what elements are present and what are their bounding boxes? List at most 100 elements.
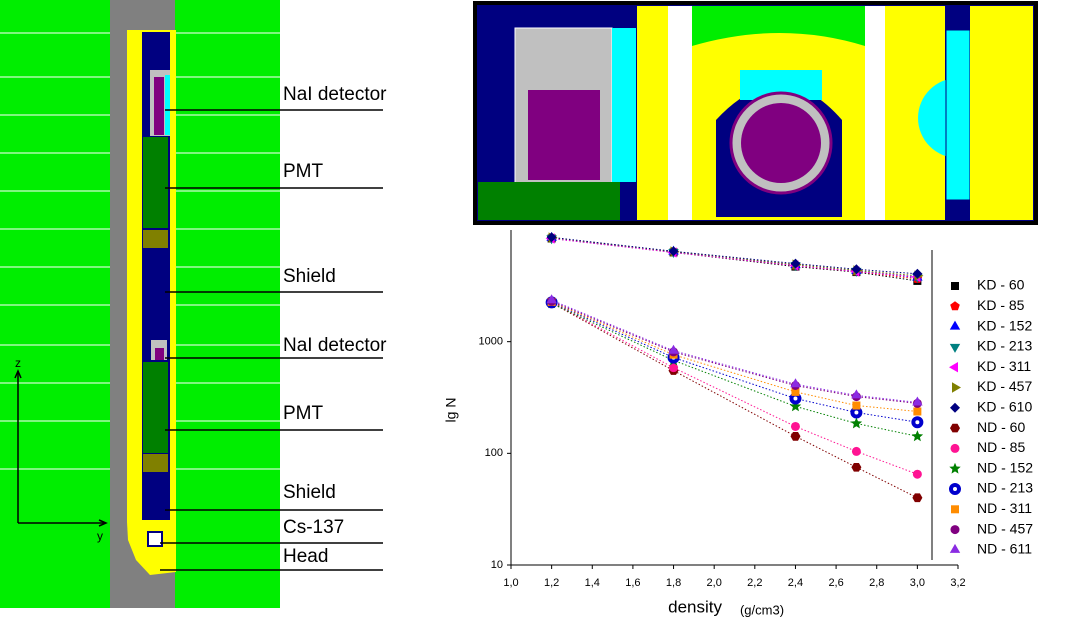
marker	[950, 301, 960, 311]
marker	[546, 232, 557, 243]
y-axis-title: lg N	[443, 398, 459, 423]
series-line	[551, 238, 918, 282]
source	[147, 531, 163, 547]
marker	[790, 421, 800, 431]
marker	[851, 446, 861, 456]
marker	[546, 294, 557, 304]
marker	[668, 246, 679, 257]
part-label: Shield	[283, 482, 336, 503]
legend-label: ND - 457	[977, 520, 1033, 536]
marker	[850, 417, 863, 429]
x-tick-label: 2,2	[747, 577, 762, 589]
marker	[949, 543, 961, 553]
marker	[911, 430, 924, 442]
electronics	[143, 230, 168, 248]
marker	[911, 416, 924, 429]
marker	[950, 443, 960, 453]
marker	[912, 469, 922, 479]
legend-label: KD - 610	[977, 399, 1032, 415]
electronics	[143, 454, 168, 472]
marker	[790, 258, 801, 269]
legend-label: ND - 60	[977, 419, 1025, 435]
y-tick-label: 10	[491, 559, 503, 571]
detector-gap	[165, 75, 170, 135]
xs-pmt	[478, 182, 620, 220]
marker	[913, 407, 922, 416]
part-label: NaI detector	[283, 84, 387, 105]
legend-label: KD - 85	[977, 297, 1025, 313]
series-line	[551, 301, 918, 412]
part-label: PMT	[283, 403, 324, 424]
xs-wall	[865, 6, 885, 220]
legend-label: KD - 311	[977, 358, 1031, 374]
marker	[952, 382, 961, 393]
marker	[851, 463, 862, 472]
series-line	[551, 300, 918, 404]
x-tick-label: 3,2	[950, 577, 965, 589]
x-tick-label: 1,6	[625, 577, 640, 589]
marker	[950, 423, 960, 433]
legend-label: ND - 213	[977, 480, 1033, 496]
legend-label: KD - 152	[977, 317, 1032, 333]
part-label: Head	[283, 546, 328, 567]
x-tick-label: 1,8	[666, 577, 681, 589]
legend-label: ND - 85	[977, 439, 1025, 455]
part-label: Shield	[283, 266, 336, 287]
marker	[949, 320, 961, 330]
marker	[949, 362, 958, 373]
series-line	[551, 301, 918, 423]
x-tick-label: 2,4	[788, 577, 803, 589]
x-tick-label: 2,6	[828, 577, 843, 589]
axis-label: z	[15, 356, 21, 370]
xs-mud	[970, 6, 1033, 220]
xs-arch	[692, 33, 865, 95]
marker	[950, 525, 960, 535]
marker	[790, 378, 801, 388]
xs-gap	[612, 28, 636, 182]
marker	[852, 401, 861, 410]
y-tick-label: 1000	[479, 336, 503, 348]
xs-crystal	[528, 90, 600, 180]
xs-core	[741, 103, 821, 183]
marker	[951, 282, 959, 290]
marker	[912, 493, 923, 503]
xs-wall	[668, 6, 692, 220]
marker	[791, 387, 800, 396]
marker	[912, 268, 923, 279]
nai-crystal	[155, 348, 164, 360]
xs-detector	[945, 29, 971, 201]
xs-mud	[637, 6, 668, 220]
marker	[669, 363, 679, 373]
chart: density (g/cm3) lg N	[443, 230, 958, 617]
legend-label: KD - 457	[977, 378, 1032, 394]
marker	[951, 505, 959, 514]
marker	[668, 344, 679, 354]
x-tick-label: 1,4	[585, 577, 600, 589]
coord-axes	[14, 369, 108, 527]
marker	[790, 432, 801, 441]
marker	[912, 396, 923, 406]
marker	[950, 402, 960, 413]
legend-label: KD - 60	[977, 277, 1025, 293]
x-tick-label: 3,0	[910, 577, 925, 589]
arrow	[14, 369, 22, 379]
marker	[789, 400, 802, 412]
marker	[949, 462, 961, 474]
marker	[949, 483, 961, 495]
leader-lines	[160, 109, 383, 571]
legend-label: ND - 611	[977, 541, 1032, 557]
nai-crystal	[154, 77, 164, 135]
x-tick-label: 2,0	[707, 577, 722, 589]
marker	[851, 264, 862, 275]
axis-label: y	[97, 529, 103, 543]
series-line	[551, 302, 918, 499]
legend-label: ND - 152	[977, 459, 1033, 475]
x-tick-label: 1,2	[544, 577, 559, 589]
marker	[949, 343, 961, 353]
series-line	[551, 299, 918, 403]
pmt-shape	[143, 137, 168, 228]
legend-label: KD - 213	[977, 338, 1032, 354]
legend-label: ND - 311	[977, 500, 1032, 516]
